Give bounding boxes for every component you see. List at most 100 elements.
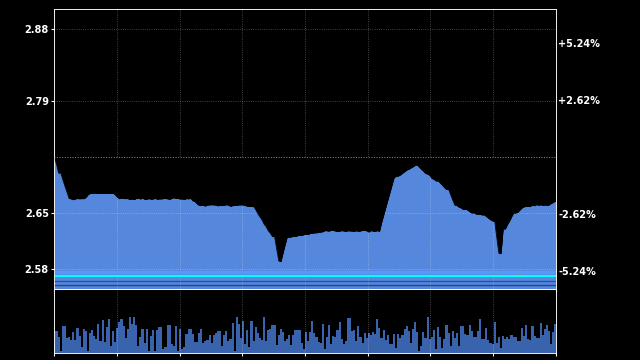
Bar xyxy=(225,331,227,353)
Bar xyxy=(468,325,470,353)
Bar xyxy=(76,328,79,353)
Bar xyxy=(513,337,515,353)
Bar xyxy=(372,332,374,353)
Bar xyxy=(395,347,397,353)
Bar xyxy=(58,337,60,353)
Bar xyxy=(322,324,324,353)
Bar xyxy=(317,342,319,353)
Bar xyxy=(81,347,83,353)
Bar xyxy=(246,330,248,353)
Bar xyxy=(280,329,282,353)
Bar xyxy=(141,329,143,353)
Bar xyxy=(294,330,296,353)
Bar xyxy=(116,328,118,353)
Bar xyxy=(399,338,401,353)
Bar xyxy=(122,326,125,353)
Bar xyxy=(362,343,364,353)
Bar xyxy=(291,345,292,353)
Bar xyxy=(378,328,380,353)
Bar xyxy=(137,346,140,353)
Bar xyxy=(156,330,158,353)
Bar xyxy=(215,333,217,353)
Bar xyxy=(433,330,435,353)
Bar xyxy=(324,349,326,353)
Bar xyxy=(97,324,99,353)
Bar xyxy=(261,340,263,353)
Bar xyxy=(125,338,127,353)
Bar xyxy=(60,351,61,353)
Bar xyxy=(473,337,475,353)
Bar xyxy=(64,325,66,353)
Bar xyxy=(540,323,542,353)
Bar xyxy=(450,346,452,353)
Bar xyxy=(353,330,355,353)
Bar xyxy=(219,331,221,353)
Bar xyxy=(370,336,372,353)
Bar xyxy=(303,350,305,353)
Bar xyxy=(223,334,225,353)
Bar xyxy=(102,320,104,353)
Bar xyxy=(332,336,334,353)
Bar xyxy=(488,340,490,353)
Bar xyxy=(212,335,215,353)
Bar xyxy=(183,347,186,353)
Bar xyxy=(248,347,250,353)
Bar xyxy=(504,339,506,353)
Bar xyxy=(416,332,418,353)
Bar xyxy=(296,330,299,353)
Bar xyxy=(339,322,340,353)
Bar xyxy=(536,338,538,353)
Bar xyxy=(257,333,259,353)
Bar xyxy=(393,334,395,353)
Bar xyxy=(527,339,529,353)
Text: sina.com: sina.com xyxy=(483,269,523,278)
Bar xyxy=(349,318,351,353)
Bar xyxy=(152,330,154,353)
Bar xyxy=(200,329,202,353)
Bar xyxy=(552,332,554,353)
Bar xyxy=(118,323,120,353)
Bar xyxy=(334,337,337,353)
Bar xyxy=(112,331,114,353)
Bar xyxy=(93,336,95,353)
Bar xyxy=(66,338,68,353)
Bar xyxy=(282,332,284,353)
Bar xyxy=(163,349,164,353)
Bar xyxy=(546,325,548,353)
Bar xyxy=(445,325,447,353)
Bar xyxy=(319,343,322,353)
Bar xyxy=(227,341,230,353)
Bar xyxy=(454,338,456,353)
Bar xyxy=(242,321,244,353)
Bar xyxy=(204,341,207,353)
Bar xyxy=(211,343,212,353)
Bar xyxy=(516,341,519,353)
Bar xyxy=(148,351,150,353)
Bar xyxy=(186,334,188,353)
Bar xyxy=(429,339,431,353)
Bar xyxy=(171,344,173,353)
Bar xyxy=(506,337,508,353)
Bar xyxy=(387,335,389,353)
Bar xyxy=(462,327,464,353)
Bar xyxy=(74,340,76,353)
Bar xyxy=(209,334,211,353)
Bar xyxy=(437,327,439,353)
Bar xyxy=(544,329,546,353)
Bar xyxy=(523,336,525,353)
Bar xyxy=(427,318,429,353)
Bar xyxy=(299,330,301,353)
Bar xyxy=(481,339,483,353)
Bar xyxy=(342,344,345,353)
Bar xyxy=(391,344,393,353)
Bar xyxy=(179,329,181,353)
Bar xyxy=(236,318,238,353)
Bar xyxy=(158,327,160,353)
Bar xyxy=(441,348,444,353)
Bar xyxy=(422,332,424,353)
Bar xyxy=(439,337,441,353)
Bar xyxy=(366,338,368,353)
Bar xyxy=(87,351,89,353)
Bar xyxy=(500,348,502,353)
Bar xyxy=(376,319,378,353)
